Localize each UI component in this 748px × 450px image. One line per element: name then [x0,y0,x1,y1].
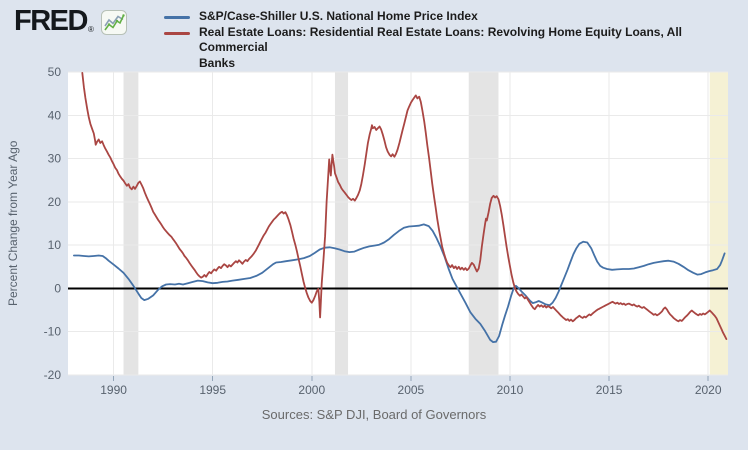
recession-band [123,72,139,375]
fred-logo-sparkline-icon [100,10,127,35]
fred-logo[interactable]: FRED ® [14,5,127,37]
recession-band [709,72,728,375]
y-tick-label: 50 [48,65,62,79]
y-tick-label: -20 [44,368,62,382]
series-line-home-price-index[interactable] [73,223,726,344]
series-line-home-equity-loans[interactable] [81,72,728,341]
legend-swatch-red [164,31,190,35]
legend-label-home-equity-loans: Real Estate Loans: Residential Real Esta… [199,24,683,70]
legend-label-home-price-index: S&P/Case-Shiller U.S. National Home Pric… [199,9,478,23]
x-tick-label: 1995 [199,383,226,397]
y-tick-label: 0 [54,281,61,295]
recession-band [334,72,349,375]
registered-mark: ® [87,25,94,34]
x-tick-label: 2010 [497,383,524,397]
x-tick-label: 2005 [398,383,425,397]
recession-band [468,72,499,375]
y-tick-label: 10 [48,238,62,252]
x-tick-label: 2015 [596,383,623,397]
y-tick-label: 20 [48,195,62,209]
legend-swatch-blue [164,16,190,19]
plot-area[interactable] [68,72,728,375]
legend-item-home-price-index[interactable]: S&P/Case-Shiller U.S. National Home Pric… [164,9,739,25]
x-tick-label: 1990 [100,383,127,397]
y-tick-label: -10 [44,325,62,339]
y-tick-label: 40 [48,108,62,122]
x-tick-label: 2020 [695,383,722,397]
legend-item-home-equity-loans[interactable]: Real Estate Loans: Residential Real Esta… [164,25,739,72]
fred-logo-text: FRED [14,5,88,37]
legend: S&P/Case-Shiller U.S. National Home Pric… [164,9,739,71]
x-tick-label: 2000 [298,383,325,397]
sources-note: Sources: S&P DJI, Board of Governors [261,407,487,422]
y-tick-label: 30 [48,152,62,166]
